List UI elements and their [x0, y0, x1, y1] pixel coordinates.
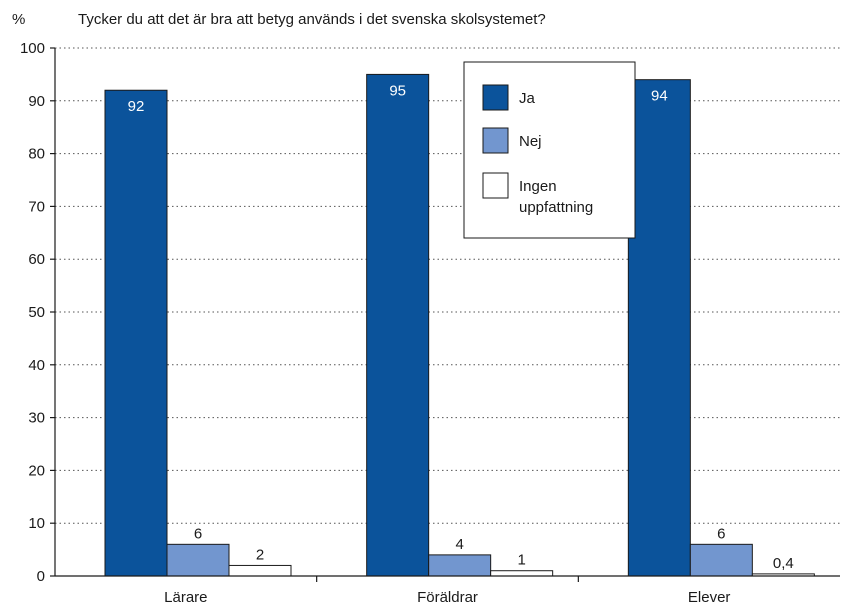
bar	[627, 79, 691, 577]
y-tick-label: 70	[28, 198, 45, 215]
legend: Ja Nej Ingen uppfattning	[463, 61, 636, 239]
bar	[366, 73, 430, 577]
bar	[166, 543, 230, 577]
x-category-label: Föräldrar	[417, 589, 478, 606]
data-label: 0,4	[773, 555, 794, 572]
data-label: 92	[128, 98, 145, 115]
y-tick-label: 30	[28, 410, 45, 427]
data-label: 6	[717, 525, 725, 542]
legend-label: Nej	[519, 133, 542, 150]
bar	[428, 554, 492, 577]
legend-swatch	[482, 172, 509, 199]
bar	[228, 564, 292, 577]
legend-swatch	[482, 127, 509, 154]
chart-title: Tycker du att det är bra att betyg använ…	[78, 11, 546, 28]
y-tick-label: 80	[28, 146, 45, 163]
bar	[490, 570, 554, 577]
data-label: 2	[256, 546, 264, 563]
legend-label-line: Ja	[519, 90, 536, 107]
y-tick-label: 50	[28, 304, 45, 321]
data-label: 4	[455, 536, 463, 553]
bar	[689, 543, 753, 577]
bar	[104, 89, 168, 577]
y-axis-ticks: 0 10 20 30 40 50 60 70 80 90 100	[20, 40, 55, 585]
legend-label-line: uppfattning	[519, 199, 593, 216]
y-tick-label: 20	[28, 462, 45, 479]
legend-label-line: Nej	[519, 133, 542, 150]
y-tick-label: 90	[28, 93, 45, 110]
data-label: 6	[194, 525, 202, 542]
data-label: 1	[517, 552, 525, 569]
y-tick-label: 40	[28, 357, 45, 374]
gridlines	[55, 47, 840, 524]
legend-label-line: Ingen	[519, 178, 557, 195]
x-category-label: Lärare	[164, 589, 207, 606]
legend-label: Ingen uppfattning	[519, 178, 593, 216]
y-tick-label: 60	[28, 251, 45, 268]
legend-swatch	[482, 84, 509, 111]
y-tick-label: 0	[37, 568, 45, 585]
data-label: 94	[651, 88, 668, 105]
y-tick-label: 10	[28, 515, 45, 532]
data-label: 95	[389, 82, 406, 99]
x-axis: Lärare Föräldrar Elever	[54, 48, 840, 606]
x-category-label: Elever	[688, 589, 731, 606]
legend-label: Ja	[519, 90, 536, 107]
y-axis-unit: %	[12, 11, 25, 28]
y-tick-label: 100	[20, 40, 45, 57]
bars: 92 6 2 95 4 1 94 6 0,4	[104, 73, 815, 577]
